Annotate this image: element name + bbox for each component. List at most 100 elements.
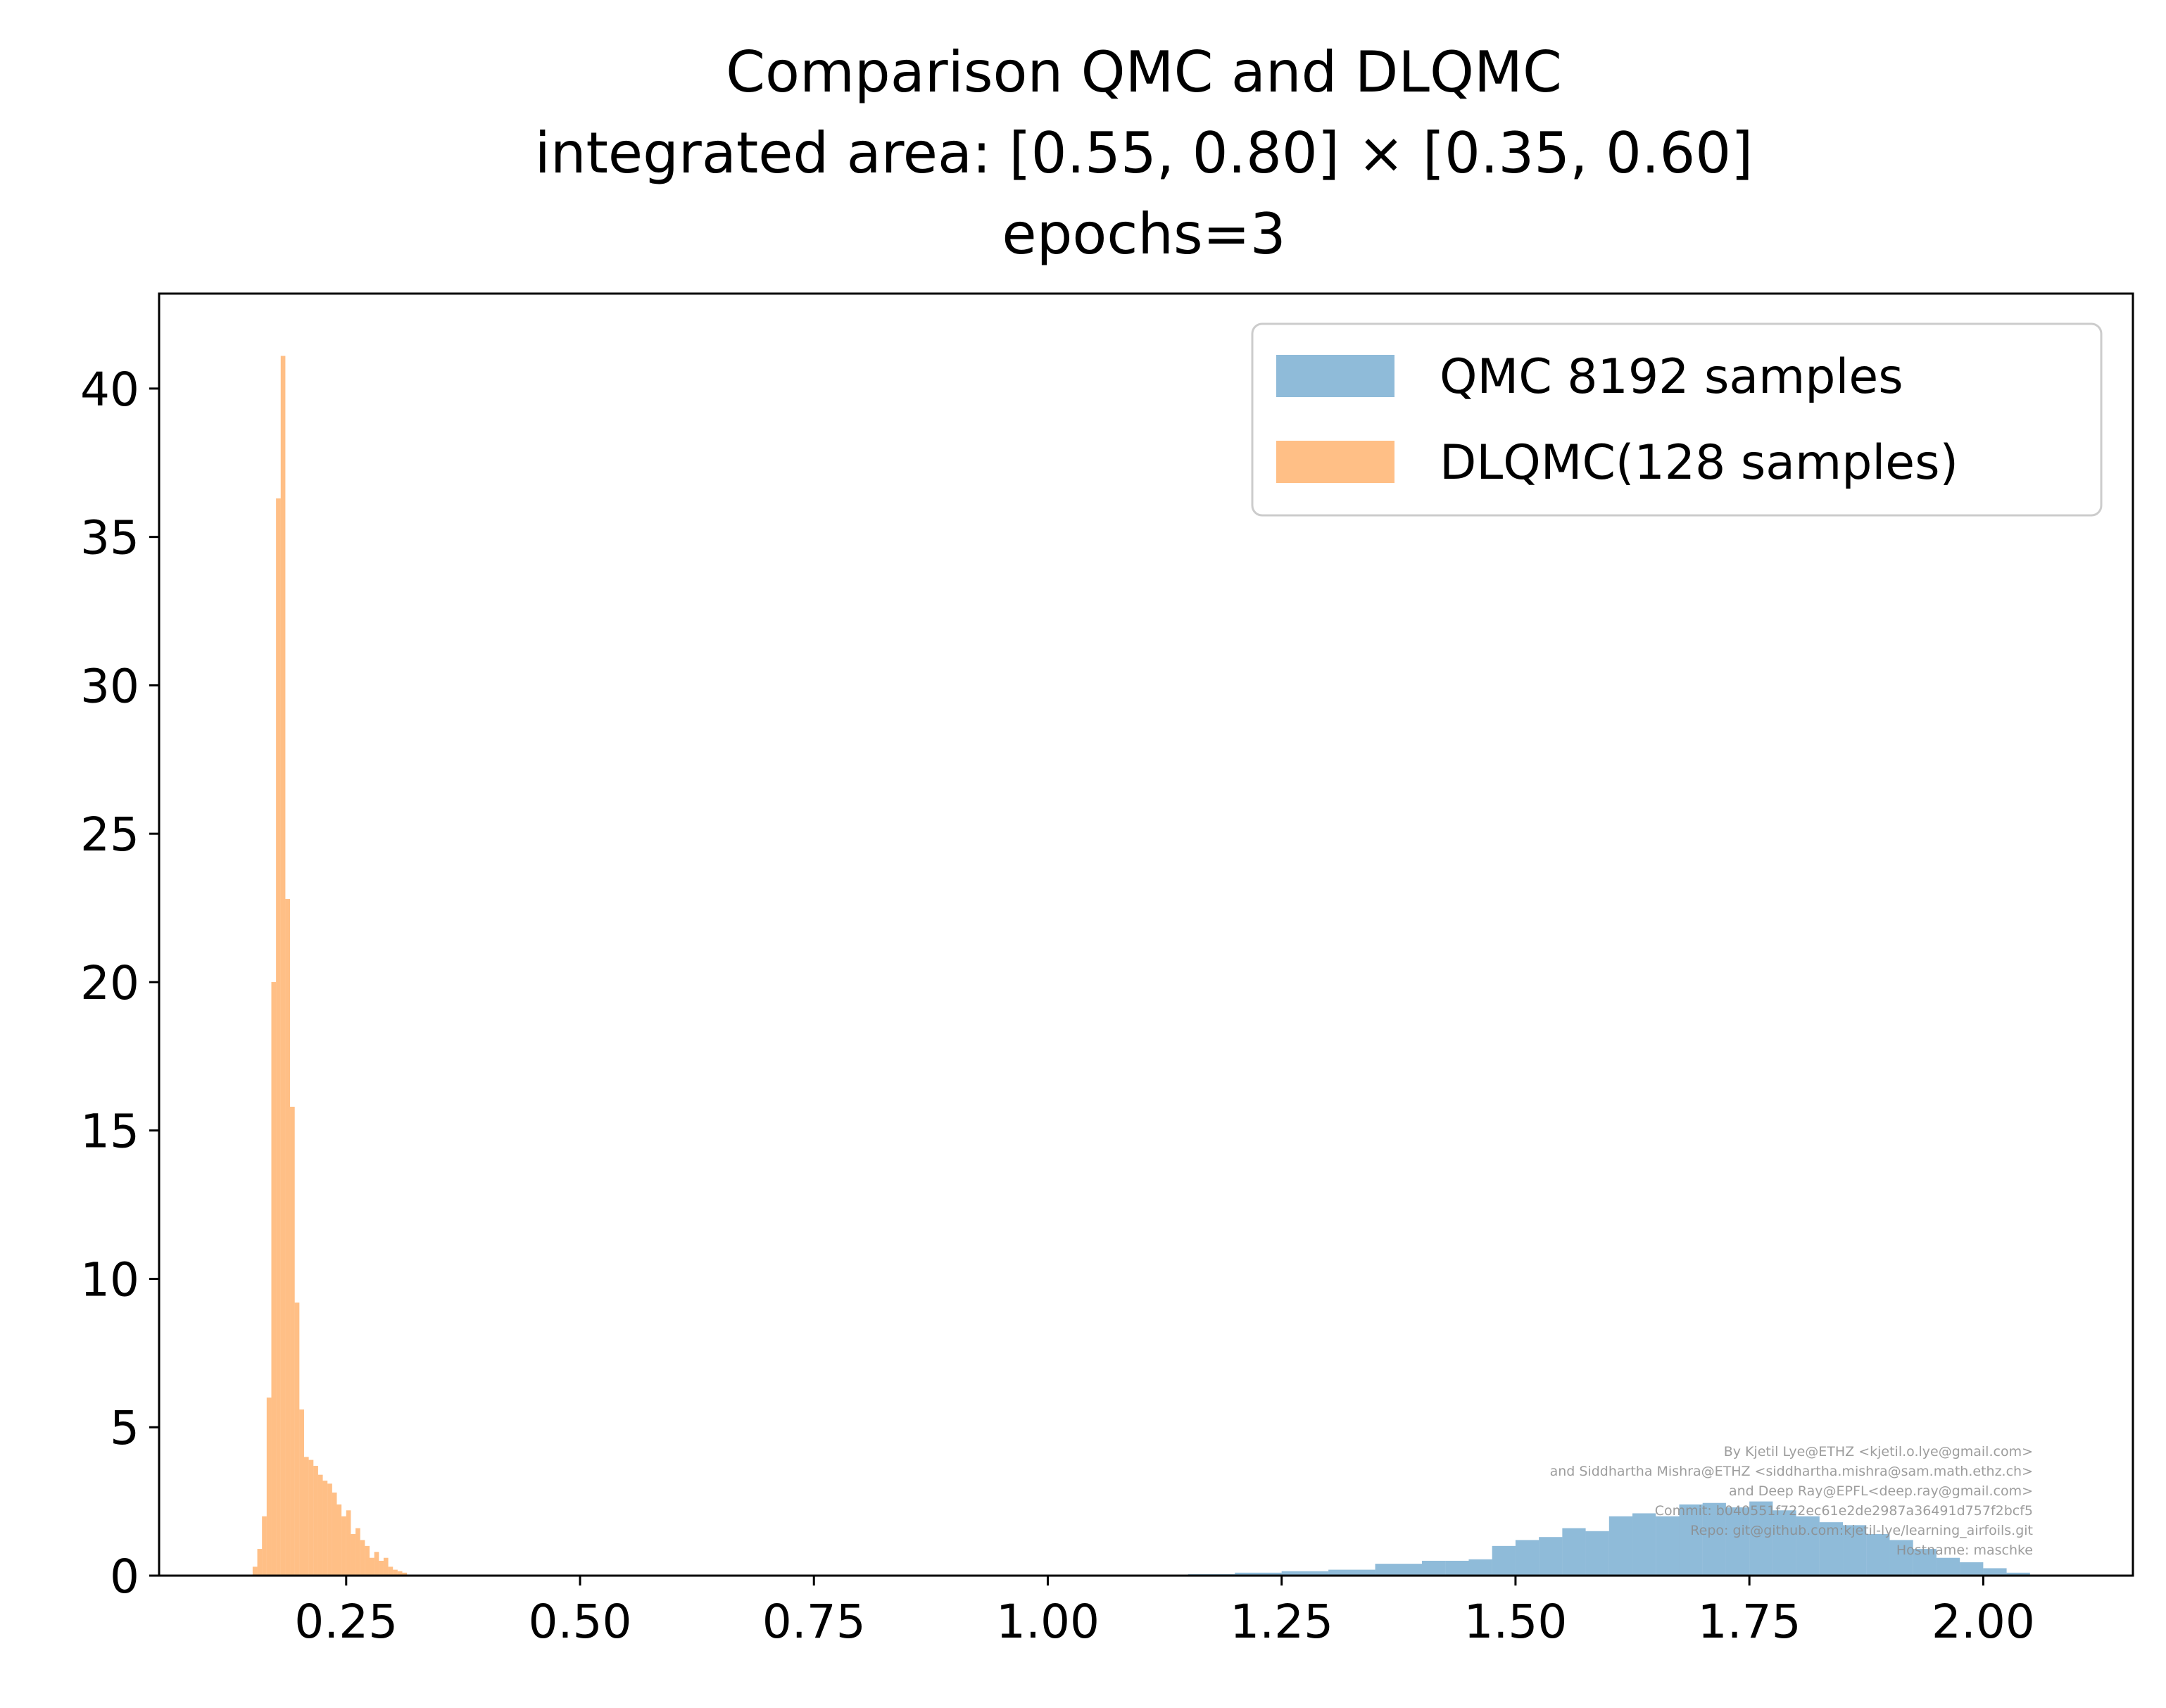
title-line-2: integrated area: [0.55, 0.80] × [0.35, 0… (535, 120, 1753, 186)
histogram-bar (327, 1483, 332, 1576)
x-tick-label: 1.00 (996, 1595, 1100, 1649)
y-tick-label: 0 (110, 1550, 139, 1604)
watermark-line: Repo: git@github.com:kjetil-lye/learning… (1690, 1523, 2033, 1538)
legend-swatch (1276, 441, 1394, 483)
watermark-line: and Deep Ray@EPFL<deep.ray@gmail.com> (1729, 1483, 2033, 1499)
y-tick-label: 5 (110, 1401, 139, 1455)
y-tick-label: 30 (80, 659, 139, 713)
watermark-line: By Kjetil Lye@ETHZ <kjetil.o.lye@gmail.c… (1724, 1444, 2033, 1459)
histogram-bar (294, 1302, 300, 1576)
histogram-bar (1492, 1545, 1516, 1576)
x-tick-label: 1.75 (1698, 1595, 1801, 1649)
histogram-bar (370, 1557, 374, 1576)
histogram-bar (383, 1557, 389, 1576)
histogram-bar (1608, 1516, 1633, 1576)
histogram-bar (332, 1492, 337, 1576)
histogram-bar (1936, 1557, 1960, 1576)
histogram-bar (1632, 1513, 1656, 1576)
histogram-bar (351, 1533, 356, 1576)
histogram-bar (360, 1540, 365, 1576)
histogram-bar (341, 1516, 346, 1576)
histogram-bar (308, 1459, 314, 1576)
histogram-bar (317, 1474, 323, 1576)
title-line-1: Comparison QMC and DLQMC (726, 39, 1562, 105)
histogram-bar (1889, 1540, 1913, 1576)
histogram-bar (397, 1571, 403, 1576)
histogram-bar (1749, 1501, 1773, 1576)
histogram-bar (266, 1398, 272, 1576)
y-tick-label: 35 (80, 511, 139, 565)
histogram-bar (1585, 1531, 1609, 1576)
histogram-bar (1725, 1507, 1750, 1576)
y-tick-label: 10 (80, 1252, 139, 1307)
histogram-bar (252, 1566, 258, 1576)
histogram-bar (374, 1552, 379, 1576)
histogram-bar (1656, 1516, 1680, 1576)
histogram-bar (336, 1504, 342, 1576)
x-tick-label: 0.50 (529, 1595, 632, 1649)
watermark: By Kjetil Lye@ETHZ <kjetil.o.lye@gmail.c… (1550, 1444, 2033, 1558)
histogram-bar (322, 1481, 328, 1576)
y-tick-label: 15 (80, 1105, 139, 1159)
histogram-bar (290, 1106, 295, 1576)
legend-item: DLQMC(128 samples) (1276, 435, 1958, 491)
histogram-bar (303, 1457, 309, 1576)
y-tick-label: 40 (80, 363, 139, 417)
x-tick-label: 0.25 (294, 1595, 398, 1649)
y-tick-label: 20 (80, 956, 139, 1010)
histogram-bar (1913, 1549, 1937, 1576)
title-line-3: epochs=3 (1002, 201, 1285, 267)
chart-title: Comparison QMC and DLQMC integrated area… (535, 39, 1753, 267)
legend-item: QMC 8192 samples (1276, 349, 1903, 405)
histogram-bar (276, 498, 281, 1576)
x-tick-label: 0.75 (762, 1595, 866, 1649)
x-axis-ticks: 0.25 0.50 0.75 1.00 1.25 1.50 1.75 2.00 (294, 1576, 2035, 1649)
histogram-bar (1866, 1533, 1890, 1576)
histogram-bar (1983, 1568, 2007, 1576)
histogram-bar (1375, 1564, 1423, 1576)
watermark-line: and Siddhartha Mishra@ETHZ <siddhartha.m… (1550, 1464, 2033, 1479)
histogram-bar (388, 1566, 393, 1576)
histogram-bar (262, 1516, 267, 1576)
histogram-bar (1679, 1504, 1703, 1576)
y-axis-ticks: 0 5 10 15 20 25 30 35 40 (80, 363, 159, 1604)
plot-area-frame (158, 292, 2134, 1577)
histogram-bar (257, 1549, 263, 1576)
histogram-bar (1468, 1559, 1492, 1576)
histogram-bar (313, 1466, 318, 1576)
histogram-bar (299, 1409, 304, 1576)
histogram-bar (1281, 1571, 1329, 1576)
y-tick-label: 25 (80, 808, 139, 862)
x-tick-label: 1.50 (1463, 1595, 1567, 1649)
histogram-bar (1843, 1525, 1867, 1576)
histogram-bar (1515, 1540, 1540, 1576)
histogram-bar (346, 1510, 351, 1576)
histogram-bar (1819, 1522, 1844, 1576)
histogram-bar (365, 1545, 370, 1576)
legend-swatch (1276, 355, 1394, 397)
legend-label: DLQMC(128 samples) (1440, 435, 1958, 491)
histogram-bar (1773, 1510, 1796, 1576)
histogram-bar (1796, 1516, 1820, 1576)
histogram-bar (1445, 1560, 1469, 1576)
histogram-bar (1539, 1537, 1563, 1576)
legend: QMC 8192 samples DLQMC(128 samples) (1251, 322, 2103, 517)
histogram-bar (271, 981, 277, 1576)
legend-box (1251, 322, 2103, 517)
histogram-bar (393, 1569, 398, 1576)
histogram-bar (1328, 1569, 1375, 1576)
histogram-bars (252, 356, 2030, 1576)
histogram-bar (1422, 1560, 1446, 1576)
legend-label: QMC 8192 samples (1440, 349, 1903, 405)
histogram-bar (402, 1572, 408, 1576)
x-tick-label: 2.00 (1932, 1595, 2035, 1649)
watermark-line: Commit: b040551f722ec61e2de2987a36491d75… (1655, 1503, 2033, 1519)
watermark-line: Hostname: maschke (1896, 1543, 2033, 1558)
histogram-bar (379, 1560, 384, 1576)
series-0-bars (1188, 1501, 2030, 1576)
histogram-bar (285, 898, 291, 1576)
histogram-bar (1235, 1572, 1282, 1576)
histogram-bar (2006, 1572, 2030, 1576)
histogram-bar (280, 356, 286, 1576)
